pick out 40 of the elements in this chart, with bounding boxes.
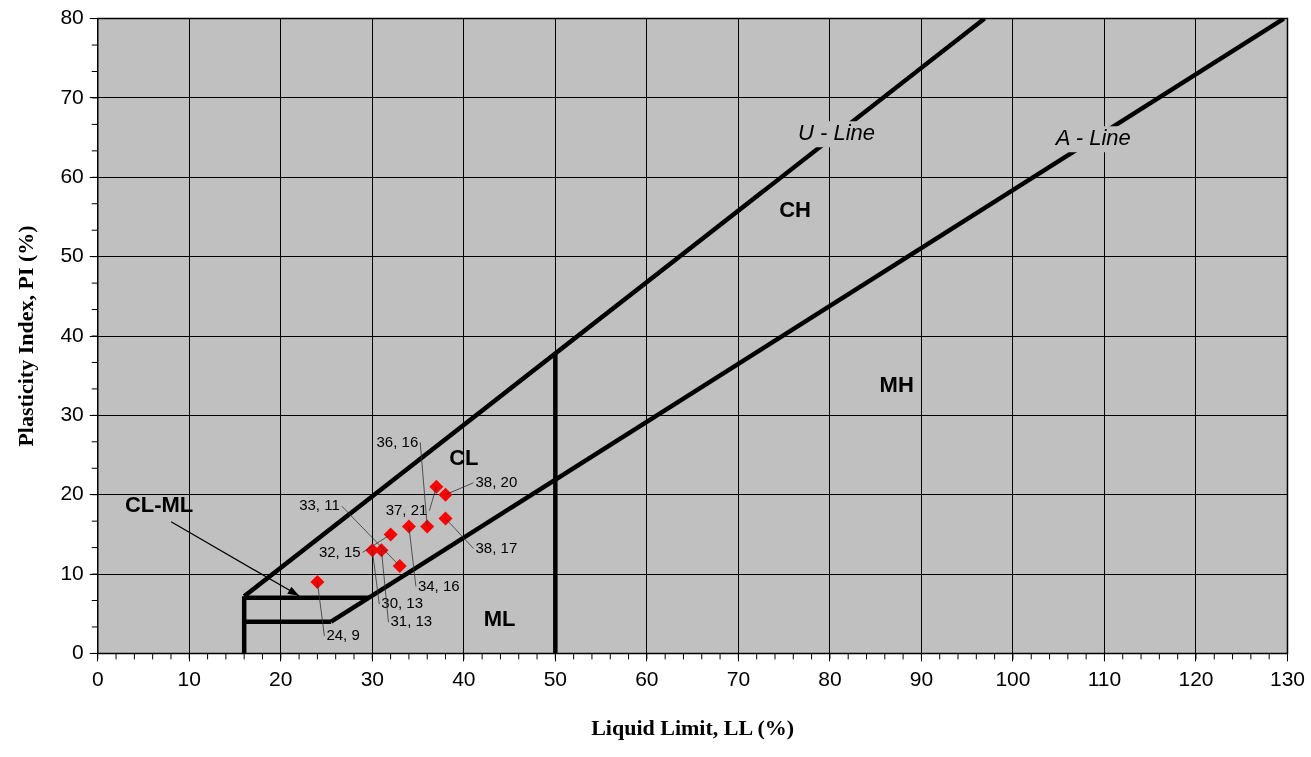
y-tick-label: 30 <box>60 402 84 426</box>
data-label: 32, 15 <box>318 542 361 560</box>
data-label: 33, 11 <box>299 496 340 514</box>
data-label: 38, 20 <box>475 472 518 490</box>
x-tick-label: 50 <box>543 666 568 690</box>
x-tick-label: 30 <box>360 666 384 690</box>
x-tick-label: 130 <box>1269 666 1305 690</box>
data-label: 38, 17 <box>475 538 518 556</box>
x-tick-label: 10 <box>177 666 201 690</box>
y-tick-label: 0 <box>72 640 84 664</box>
data-label: 30, 13 <box>381 594 424 612</box>
y-tick-label: 40 <box>60 322 84 346</box>
annotation: CH <box>779 196 812 222</box>
data-label: 24, 9 <box>326 626 360 644</box>
x-tick-label: 120 <box>1178 666 1214 690</box>
y-tick-label: 80 <box>60 5 84 29</box>
data-label: 36, 16 <box>376 432 419 450</box>
annotation: MH <box>879 372 914 398</box>
x-tick-label: 60 <box>635 666 659 690</box>
y-tick-label: 50 <box>60 243 84 267</box>
x-tick-label: 110 <box>1087 666 1122 690</box>
y-tick-label: 10 <box>60 560 84 584</box>
x-tick-label: 100 <box>995 666 1031 690</box>
x-tick-label: 40 <box>452 666 476 690</box>
data-label: 31, 13 <box>390 612 433 630</box>
x-tick-label: 20 <box>269 666 293 690</box>
annotation: ML <box>483 606 516 632</box>
series-label: A - Line <box>1053 125 1131 151</box>
y-tick-label: 70 <box>60 84 84 108</box>
series-label: U - Line <box>797 120 876 146</box>
x-tick-label: 90 <box>909 666 934 690</box>
x-tick-label: 70 <box>726 666 751 690</box>
y-tick-label: 20 <box>60 481 84 505</box>
y-axis-title: Plasticity Index, PI (%) <box>12 225 38 447</box>
data-label: 37, 21 <box>385 500 428 518</box>
data-label: 34, 16 <box>417 576 460 594</box>
x-axis-title: Liquid Limit, LL (%) <box>591 715 795 741</box>
x-tick-label: 0 <box>91 666 104 690</box>
y-tick-label: 60 <box>60 164 84 188</box>
x-tick-label: 80 <box>818 666 842 690</box>
